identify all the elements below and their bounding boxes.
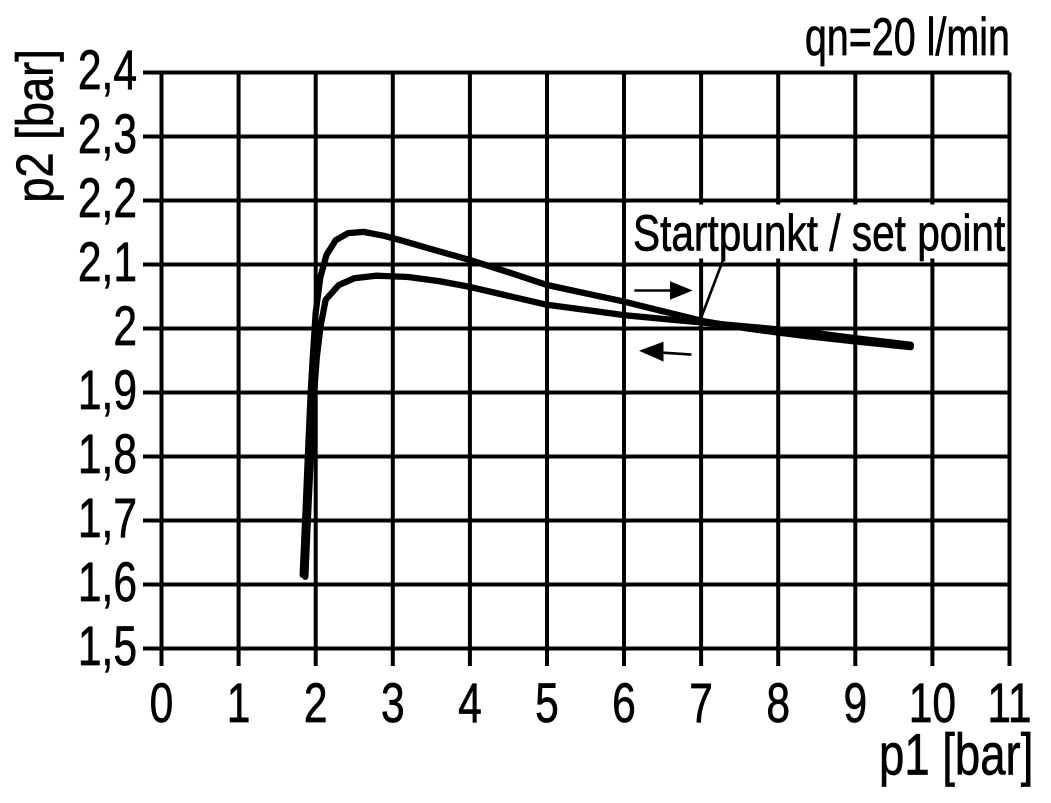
svg-text:1,9: 1,9 xyxy=(78,358,137,421)
svg-text:p2 [bar]: p2 [bar] xyxy=(7,49,65,202)
svg-text:2,3: 2,3 xyxy=(78,102,137,165)
svg-text:4: 4 xyxy=(458,671,482,734)
svg-text:5: 5 xyxy=(535,671,559,734)
svg-text:1,5: 1,5 xyxy=(78,614,137,677)
svg-text:10: 10 xyxy=(909,671,956,734)
svg-text:qn=20 l/min: qn=20 l/min xyxy=(805,7,1010,66)
svg-text:2: 2 xyxy=(304,671,328,734)
svg-text:8: 8 xyxy=(766,671,790,734)
svg-text:p1 [bar]: p1 [bar] xyxy=(879,723,1033,788)
svg-text:2: 2 xyxy=(113,294,137,357)
svg-text:1,7: 1,7 xyxy=(78,486,137,549)
svg-text:0: 0 xyxy=(150,671,174,734)
svg-text:2,4: 2,4 xyxy=(78,38,137,101)
svg-text:3: 3 xyxy=(381,671,405,734)
svg-text:7: 7 xyxy=(689,671,713,734)
svg-text:Startpunkt / set point: Startpunkt / set point xyxy=(633,204,1005,262)
svg-text:2,2: 2,2 xyxy=(78,166,137,229)
svg-text:1,6: 1,6 xyxy=(78,550,137,613)
svg-text:1,8: 1,8 xyxy=(78,422,137,485)
svg-text:2,1: 2,1 xyxy=(78,230,137,293)
svg-text:9: 9 xyxy=(843,671,867,734)
svg-text:1: 1 xyxy=(227,671,251,734)
svg-text:11: 11 xyxy=(987,671,1031,734)
svg-text:6: 6 xyxy=(612,671,636,734)
